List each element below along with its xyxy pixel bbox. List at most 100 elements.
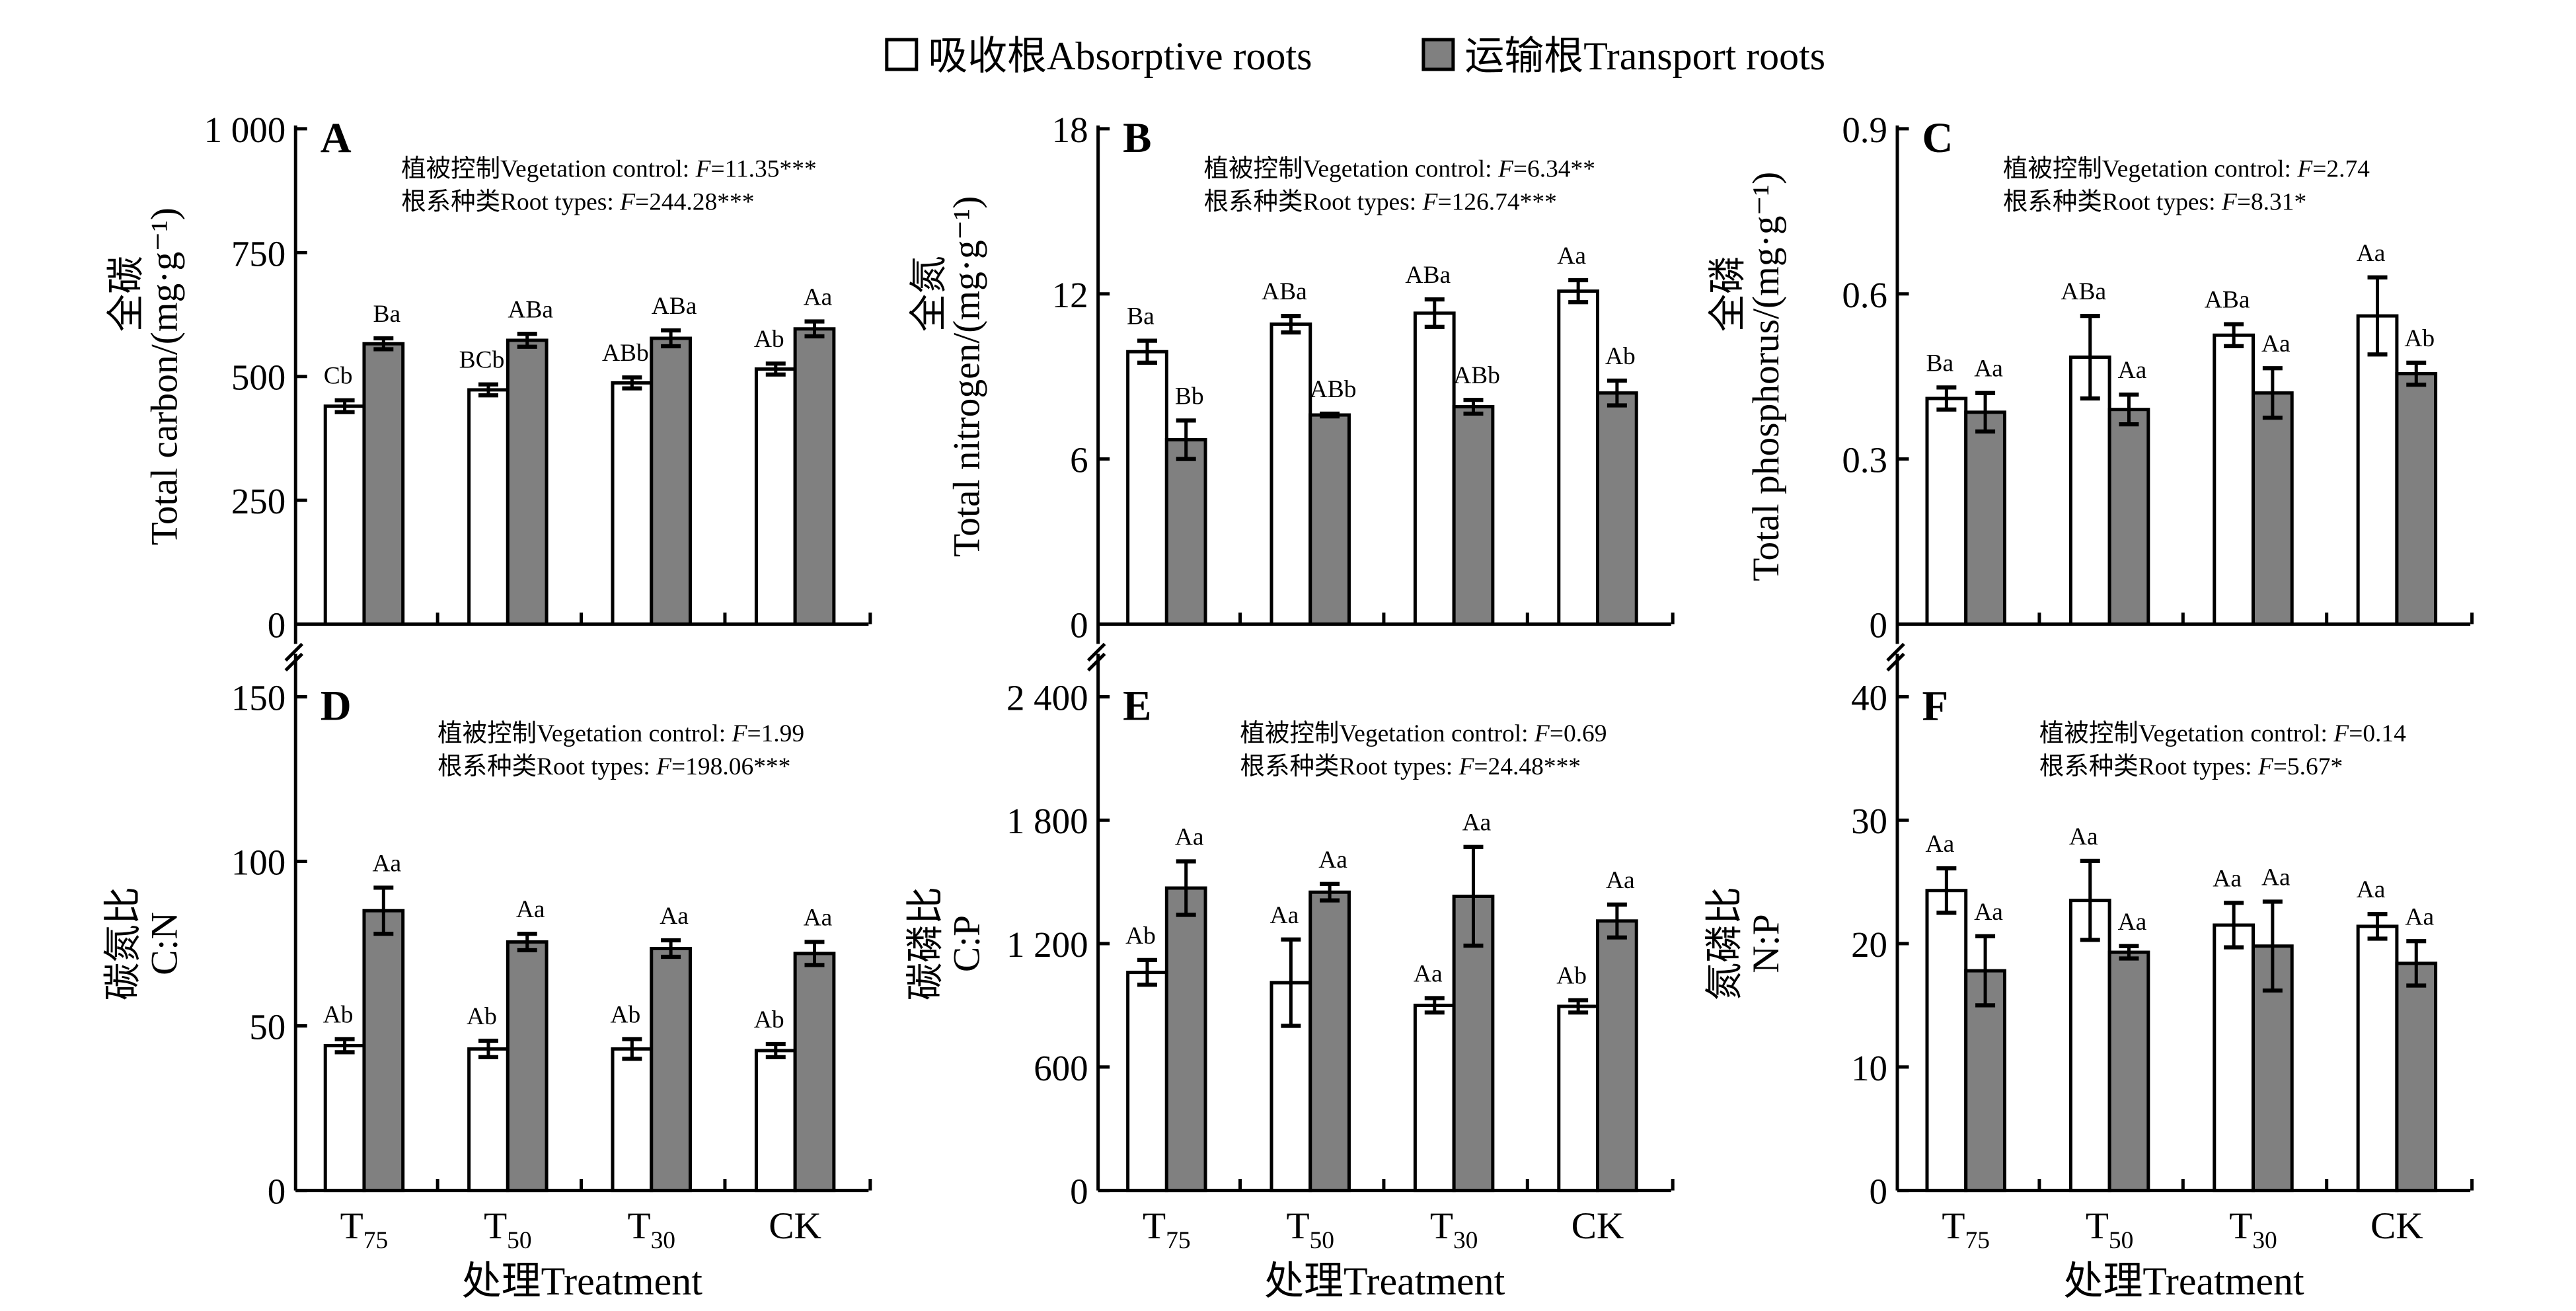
bar-absorptive — [1557, 1004, 1600, 1193]
significance-letter: Ab — [1125, 922, 1156, 950]
bar-transport — [362, 909, 405, 1193]
annotation-part: 根系种类Root types: — [2003, 188, 2222, 215]
y-tick-label: 750 — [231, 233, 285, 274]
significance-letter: ABa — [508, 296, 553, 323]
significance-letter: Aa — [2213, 865, 2242, 892]
bar-absorptive — [1925, 396, 1968, 626]
significance-letter: Aa — [2261, 864, 2291, 891]
y-tick-label: 0.6 — [1842, 275, 1887, 315]
annotation-part: F — [695, 155, 712, 182]
y-tick-label: 600 — [1034, 1048, 1088, 1088]
x-tick-label: CK — [2370, 1205, 2423, 1247]
x-tick-sub: 75 — [1965, 1227, 1990, 1254]
panel-letter: E — [1123, 682, 1151, 730]
y-tick-label: 20 — [1851, 924, 1887, 965]
bar-absorptive — [754, 1049, 797, 1193]
y-tick-label: 0 — [1870, 605, 1887, 646]
y-axis-title-en: Total nitrogen/(mg·g⁻¹) — [946, 196, 988, 557]
significance-letter: Aa — [1270, 902, 1299, 929]
x-axis-title: 处理Treatment — [1264, 1259, 1505, 1303]
x-tick-main: T — [1942, 1205, 1965, 1247]
bar-transport — [362, 342, 405, 626]
bar-absorptive — [1413, 1003, 1456, 1193]
bar-absorptive — [754, 367, 797, 626]
legend-label-transport: 运输根Transport roots — [1464, 34, 1825, 78]
significance-letter: Ab — [1605, 343, 1636, 370]
x-tick-label: T30 — [1430, 1205, 1478, 1254]
x-tick-label: CK — [1572, 1205, 1624, 1247]
significance-letter: Cb — [324, 363, 353, 390]
x-tick-label: T50 — [484, 1205, 532, 1254]
bar-absorptive — [1413, 311, 1456, 626]
anova-annotation: 根系种类Root types: F=198.06*** — [437, 753, 790, 780]
annotation-part: F — [1458, 753, 1475, 780]
y-tick-label: 6 — [1070, 440, 1088, 480]
significance-letter: ABa — [1262, 278, 1307, 305]
y-tick-label: 150 — [231, 677, 285, 718]
y-axis-title-en: C:N — [143, 912, 185, 975]
annotation-part: F — [1422, 188, 1439, 215]
x-tick-main: CK — [1572, 1205, 1624, 1247]
y-tick-label: 0 — [268, 1172, 285, 1212]
x-tick-main: T — [340, 1205, 363, 1247]
bar-absorptive — [1269, 322, 1312, 626]
anova-annotation: 根系种类Root types: F=24.48*** — [1240, 753, 1581, 780]
annotation-part: =244.28*** — [635, 188, 754, 215]
x-tick-main: T — [1286, 1205, 1309, 1247]
y-tick-label: 0.3 — [1842, 440, 1887, 480]
y-tick-label: 12 — [1052, 275, 1088, 315]
bar-absorptive — [1925, 889, 1968, 1193]
anova-annotation: 根系种类Root types: F=126.74*** — [1204, 188, 1557, 215]
y-tick-label: 100 — [231, 842, 285, 882]
x-tick-main: T — [1430, 1205, 1453, 1247]
bar-absorptive — [2356, 924, 2399, 1193]
y-axis-title-en: C:P — [946, 915, 988, 972]
significance-letter: ABa — [2205, 287, 2250, 314]
panel-letter: A — [321, 114, 352, 162]
legend-label-absorptive: 吸收根Absorptive roots — [928, 34, 1312, 78]
significance-letter: Aa — [516, 896, 545, 923]
bar-absorptive — [611, 1047, 654, 1193]
x-tick-sub: 75 — [363, 1227, 388, 1254]
x-tick-sub: 75 — [1166, 1227, 1190, 1254]
axis-break-mark — [1086, 642, 1106, 662]
significance-letter: Aa — [1318, 846, 1347, 874]
bar-transport — [2107, 950, 2150, 1193]
y-tick-label: 0 — [268, 605, 285, 646]
bar-transport — [2395, 372, 2438, 626]
x-tick-sub: 30 — [651, 1227, 675, 1254]
significance-letter: Ab — [467, 1003, 497, 1030]
y-tick-label: 1 200 — [1006, 924, 1088, 965]
bar-transport — [793, 952, 836, 1193]
anova-annotation: 植被控制Vegetation control: F=1.99 — [437, 720, 804, 747]
significance-letter: Ba — [1127, 303, 1155, 330]
panel-letter: B — [1123, 114, 1151, 162]
y-tick-label: 30 — [1851, 801, 1887, 841]
significance-letter: Aa — [1974, 899, 2003, 926]
anova-annotation: 植被控制Vegetation control: F=11.35*** — [401, 155, 817, 182]
significance-letter: Ab — [323, 1001, 354, 1028]
x-tick-main: T — [2086, 1205, 2109, 1247]
significance-letter: Ab — [1556, 963, 1587, 990]
panel-letter: F — [1922, 682, 1949, 730]
y-tick-label: 0 — [1870, 1172, 1887, 1212]
significance-letter: Aa — [804, 905, 833, 932]
x-tick-label: T75 — [1942, 1205, 1990, 1254]
annotation-part: =198.06*** — [671, 753, 790, 780]
bar-transport — [506, 940, 549, 1193]
significance-letter: ABa — [2061, 278, 2106, 305]
y-tick-label: 18 — [1052, 110, 1088, 150]
x-tick-sub: 50 — [2109, 1227, 2133, 1254]
significance-letter: Aa — [1926, 831, 1955, 858]
legend-swatch-transport — [1421, 38, 1455, 71]
bar-transport — [650, 336, 692, 626]
significance-letter: Ab — [2404, 325, 2435, 352]
bar-transport — [1308, 413, 1351, 626]
y-axis-title-cn: 全磷 — [1708, 256, 1749, 332]
anova-annotation: 植被控制Vegetation control: F=0.14 — [2039, 720, 2406, 747]
annotation-part: 根系种类Root types: — [437, 753, 656, 780]
significance-letter: Aa — [1557, 243, 1586, 270]
bar-transport — [1964, 410, 2006, 626]
x-axis-title: 处理Treatment — [462, 1259, 702, 1303]
